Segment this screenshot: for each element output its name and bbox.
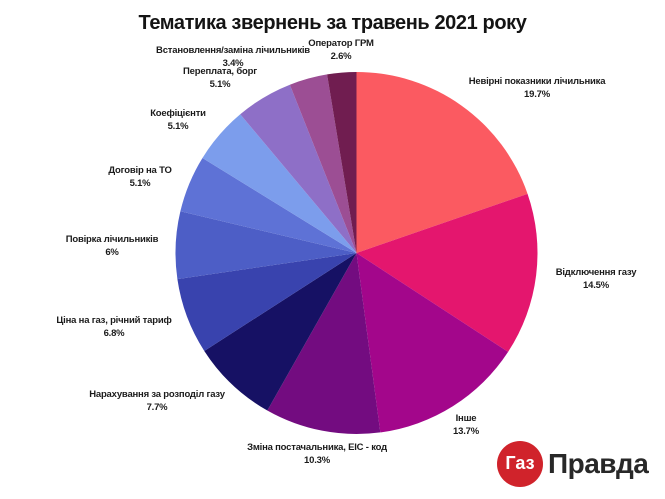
- pie-slice-10: [240, 84, 357, 254]
- slice-label-4: Зміна постачальника, EIC - код 10.3%: [247, 441, 387, 467]
- chart-title: Тематика звернень за травень 2021 року: [138, 12, 527, 34]
- slice-label-text: Нарахування за розподіл газу: [89, 389, 225, 400]
- slice-label-text: Ціна на газ, річний тариф: [56, 315, 172, 326]
- slice-label-percent: 2.6%: [330, 51, 352, 62]
- slice-label-percent: 5.1%: [129, 178, 151, 189]
- pie-slice-12: [327, 72, 357, 253]
- slice-label-5: Нарахування за розподіл газу 7.7%: [89, 388, 225, 414]
- slice-label-11: Встановлення/заміна лічильників 3.4%: [156, 44, 310, 70]
- slice-label-text: Повірка лічильників: [65, 234, 159, 245]
- slice-label-3: Інше 13.7%: [453, 412, 479, 438]
- pie-slice-3: [356, 253, 509, 433]
- slice-label-6: Ціна на газ, річний тариф 6.8%: [56, 314, 171, 340]
- pie-slice-8: [180, 157, 357, 253]
- gazpravda-logo: Газ Правда: [497, 440, 649, 487]
- slice-label-1: Невірні показники лічильника 19.7%: [469, 75, 606, 101]
- pie-slice-2: [356, 193, 538, 352]
- slice-label-percent: 13.7%: [453, 426, 479, 437]
- slice-label-percent: 14.5%: [583, 280, 609, 291]
- slice-label-percent: 19.7%: [524, 89, 550, 100]
- pie-slice-1: [356, 72, 528, 253]
- slice-label-percent: 5.1%: [209, 79, 231, 90]
- slice-label-10: Переплата, борг 5.1%: [183, 65, 257, 91]
- slice-label-text: Невірні показники лічильника: [468, 76, 606, 87]
- slice-label-percent: 6%: [105, 247, 119, 258]
- pie-slice-6: [177, 253, 357, 351]
- slice-label-percent: 7.7%: [146, 402, 168, 413]
- pie-slice-11: [289, 74, 357, 253]
- slice-label-text: Оператор ГРМ: [308, 38, 374, 49]
- slice-label-text: Коефіцієнти: [150, 108, 206, 119]
- slice-label-8: Договір на ТО 5.1%: [108, 164, 171, 190]
- slice-label-2: Відключення газу 14.5%: [556, 266, 637, 292]
- slice-label-7: Повірка лічильників 6%: [66, 233, 159, 259]
- pie-slice-9: [202, 114, 357, 253]
- slice-label-text: Зміна постачальника, EIC - код: [247, 442, 387, 453]
- pie-slice-7: [175, 211, 357, 280]
- slice-label-text: Відключення газу: [555, 267, 637, 278]
- slice-label-text: Договір на ТО: [108, 165, 172, 176]
- pie-slice-4: [267, 253, 381, 435]
- slice-label-text: Встановлення/заміна лічильників: [156, 45, 310, 56]
- pie-slice-5: [204, 253, 357, 411]
- slice-label-12: Оператор ГРМ 2.6%: [308, 37, 374, 63]
- slice-label-percent: 10.3%: [304, 455, 330, 466]
- logo-circle-icon: Газ: [497, 440, 543, 487]
- slice-label-text: Переплата, борг: [183, 66, 257, 77]
- slice-label-percent: 6.8%: [103, 328, 125, 339]
- slice-label-percent: 3.4%: [222, 58, 244, 69]
- logo-wordmark: Правда: [548, 447, 649, 479]
- slice-label-percent: 5.1%: [167, 121, 189, 132]
- slice-label-9: Коефіцієнти 5.1%: [150, 107, 206, 133]
- slice-label-text: Інше: [455, 413, 477, 424]
